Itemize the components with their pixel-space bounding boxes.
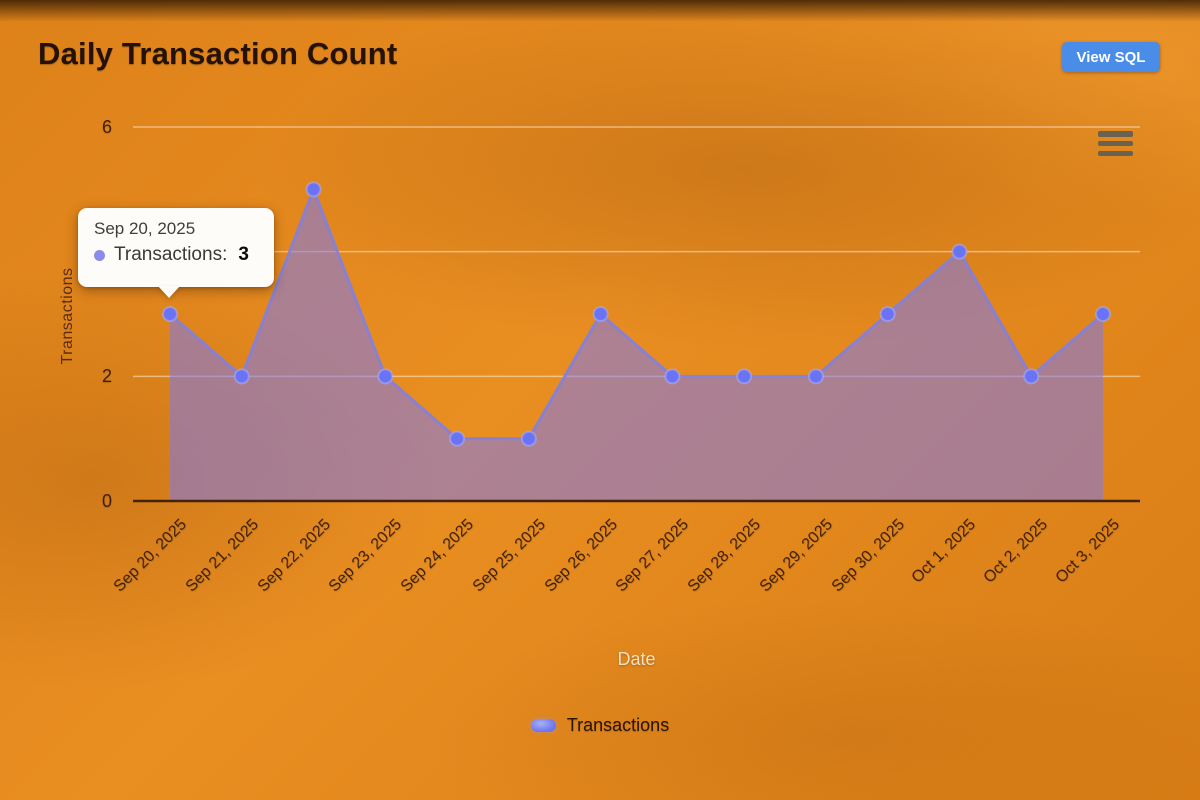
x-tick-label: Sep 26, 2025 [541, 516, 621, 596]
x-tick-label: Oct 3, 2025 [1052, 516, 1124, 587]
data-point[interactable] [592, 306, 609, 322]
x-tick-label: Sep 22, 2025 [254, 516, 334, 596]
tooltip-date: Sep 20, 2025 [94, 219, 196, 238]
series-line [169, 187, 1104, 441]
data-point[interactable] [879, 306, 896, 322]
legend-marker-icon [530, 718, 556, 732]
x-tick-label: Sep 28, 2025 [684, 516, 765, 596]
y-tick-label: 6 [101, 117, 112, 137]
x-tick-label: Sep 20, 2025 [110, 516, 191, 596]
tooltip-series-row: Transactions: 3 [94, 244, 258, 266]
y-tick-label: 0 [101, 491, 112, 511]
tooltip-bullet-icon [94, 249, 105, 261]
data-point[interactable] [951, 243, 968, 260]
data-point[interactable] [449, 430, 466, 447]
x-tick-label: Sep 25, 2025 [469, 516, 549, 596]
data-point[interactable] [736, 368, 753, 385]
data-point[interactable] [1023, 368, 1040, 385]
view-sql-button[interactable]: View SQL [1062, 42, 1160, 72]
data-point[interactable] [162, 306, 178, 322]
x-axis-title: Date [617, 649, 656, 669]
hamburger-bar [1098, 131, 1133, 137]
data-point[interactable] [233, 368, 250, 385]
hamburger-menu-icon[interactable] [1098, 131, 1133, 156]
x-tick-label: Sep 30, 2025 [828, 516, 908, 596]
hamburger-bar [1098, 140, 1133, 147]
x-tick-label: Sep 27, 2025 [613, 516, 693, 596]
data-point[interactable] [305, 181, 322, 198]
x-tick-label: Sep 24, 2025 [397, 516, 478, 596]
legend-label: Transactions [566, 714, 670, 735]
page-title: Daily Transaction Count [38, 36, 398, 71]
tooltip-value: 3 [238, 244, 249, 265]
data-point[interactable] [377, 368, 394, 385]
data-point[interactable] [664, 368, 681, 385]
tooltip-series-label: Transactions: [114, 244, 228, 265]
y-tick-label: 2 [101, 366, 112, 387]
x-tick-label: Sep 21, 2025 [182, 516, 262, 596]
data-point[interactable] [807, 368, 824, 385]
hamburger-bar [1098, 150, 1133, 156]
x-tick-label: Oct 2, 2025 [980, 516, 1052, 587]
x-tick-label: Oct 1, 2025 [908, 516, 980, 587]
data-point[interactable] [520, 430, 537, 447]
x-tick-label: Sep 29, 2025 [756, 516, 836, 596]
data-point[interactable] [1095, 306, 1111, 322]
x-tick-label: Sep 23, 2025 [325, 516, 406, 596]
chart-tooltip: Sep 20, 2025 Transactions: 3 [78, 208, 274, 287]
chart-legend[interactable]: Transactions [0, 711, 1200, 739]
y-axis-title: Transactions [59, 267, 76, 365]
